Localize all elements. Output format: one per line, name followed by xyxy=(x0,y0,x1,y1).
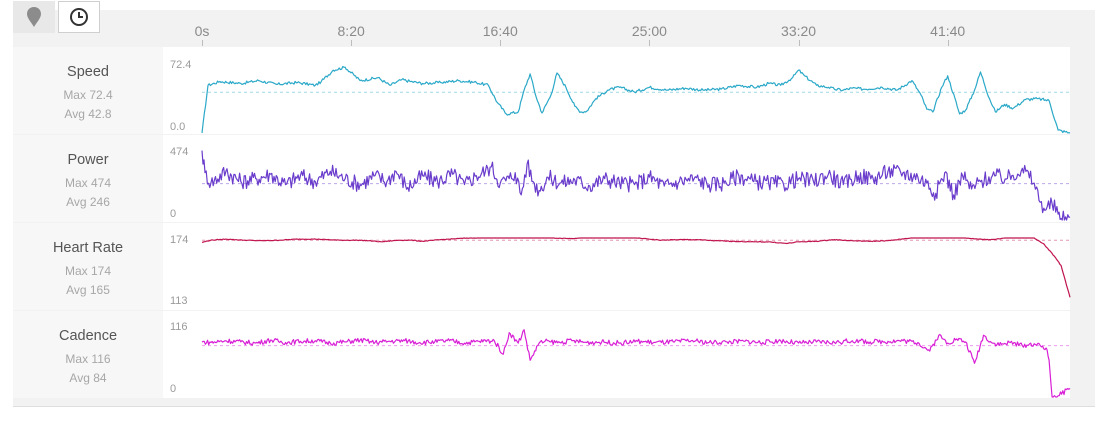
row-label-heart-rate: Heart Rate Max 174 Avg 165 xyxy=(13,223,163,310)
metric-avg: Avg 165 xyxy=(66,283,110,297)
time-tick-mark xyxy=(649,40,651,46)
row-label-cadence: Cadence Max 116 Avg 84 xyxy=(13,311,163,398)
time-axis: 0s 8:20 16:40 25:00 33:20 41:40 xyxy=(150,10,1070,46)
metric-name: Heart Rate xyxy=(52,240,124,256)
time-tick-label: 41:40 xyxy=(930,23,966,39)
metric-max: Max 174 xyxy=(64,264,112,278)
time-tick-label: 8:20 xyxy=(337,23,365,39)
map-view-toggle[interactable] xyxy=(13,1,55,33)
time-tick-label: 16:40 xyxy=(482,23,518,39)
time-tick-mark xyxy=(798,40,800,46)
clock-icon xyxy=(70,8,88,26)
metric-name: Cadence xyxy=(58,328,118,344)
time-tick-mark xyxy=(500,40,502,46)
metric-name: Speed xyxy=(67,64,109,80)
metric-avg: Avg 246 xyxy=(66,195,110,209)
time-tick-label: 0s xyxy=(194,23,210,39)
time-tick-mark xyxy=(202,40,203,46)
metric-avg: Avg 42.8 xyxy=(64,107,112,121)
metric-name: Power xyxy=(67,152,109,168)
plot-area-heart-rate[interactable] xyxy=(163,223,1070,310)
plot-area-speed[interactable] xyxy=(163,47,1070,134)
metric-max: Max 116 xyxy=(65,352,111,366)
plot-area-power[interactable] xyxy=(163,135,1070,222)
metric-max: Max 474 xyxy=(64,176,112,190)
map-pin-icon xyxy=(27,7,41,27)
panel-divider xyxy=(13,406,1095,407)
time-tick-label: 33:20 xyxy=(781,23,817,39)
time-tick-label: 25:00 xyxy=(631,23,667,39)
time-view-toggle[interactable] xyxy=(58,1,100,33)
time-tick-mark xyxy=(947,40,949,46)
time-tick-mark xyxy=(351,40,353,46)
metric-max: Max 72.4 xyxy=(63,88,113,102)
plot-area-cadence[interactable] xyxy=(163,311,1070,398)
row-label-power: Power Max 474 Avg 246 xyxy=(13,135,163,222)
metric-avg: Avg 84 xyxy=(69,371,107,385)
row-label-speed: Speed Max 72.4 Avg 42.8 xyxy=(13,47,163,134)
